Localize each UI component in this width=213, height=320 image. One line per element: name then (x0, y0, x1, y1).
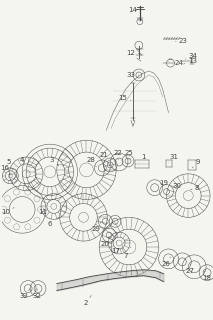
Text: 1: 1 (139, 154, 146, 163)
Text: 31: 31 (168, 154, 178, 163)
Text: 3: 3 (50, 157, 59, 166)
Text: 7: 7 (124, 247, 131, 259)
Text: 28: 28 (87, 157, 96, 167)
Text: 32: 32 (33, 289, 42, 300)
Text: 21: 21 (100, 152, 109, 162)
Text: 9: 9 (192, 159, 200, 168)
Text: 2: 2 (83, 295, 91, 306)
Text: 15: 15 (119, 95, 131, 101)
Text: 12: 12 (127, 50, 139, 56)
Text: 26: 26 (161, 257, 170, 267)
Text: 18: 18 (203, 271, 212, 281)
Text: 13: 13 (183, 58, 197, 64)
Text: 22: 22 (114, 150, 122, 160)
Text: 32: 32 (20, 289, 30, 300)
Text: 6: 6 (48, 217, 59, 227)
Text: 17: 17 (112, 242, 121, 254)
Text: 20: 20 (101, 236, 110, 247)
Text: 27: 27 (186, 264, 195, 274)
Text: 29: 29 (92, 221, 101, 232)
Text: 30: 30 (173, 183, 182, 189)
Text: 8: 8 (190, 185, 199, 191)
Text: 25: 25 (125, 150, 133, 160)
Text: 19: 19 (159, 180, 168, 186)
Text: 34: 34 (185, 53, 198, 59)
Text: 16: 16 (0, 165, 10, 175)
Text: 10: 10 (1, 207, 14, 215)
Text: 4: 4 (20, 157, 30, 166)
Text: 14: 14 (128, 7, 137, 13)
Text: 11: 11 (39, 206, 50, 215)
Text: 24: 24 (168, 60, 183, 66)
Text: 23: 23 (176, 38, 188, 44)
Text: 5: 5 (6, 159, 16, 166)
Text: 33: 33 (127, 72, 139, 78)
